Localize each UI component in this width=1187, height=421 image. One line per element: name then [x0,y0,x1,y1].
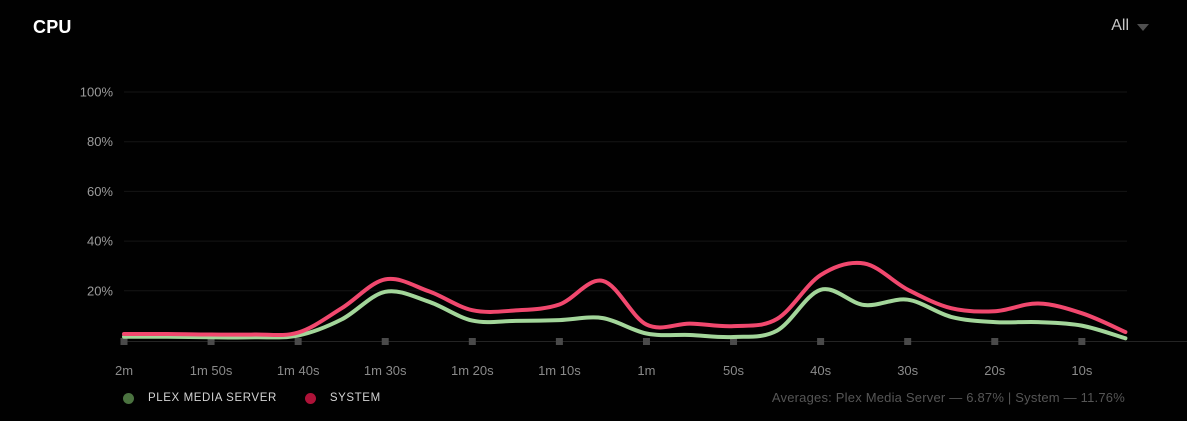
x-axis-tick [381,338,389,345]
source-filter-dropdown[interactable]: All [1111,17,1149,35]
x-axis-tick [642,338,650,345]
x-axis-tick [817,338,825,345]
chart-legend: PLEX MEDIA SERVER SYSTEM [123,391,381,405]
y-axis-label: 40% [87,234,113,249]
y-axis-label: 20% [87,283,113,298]
caret-down-icon [1137,23,1149,31]
legend-item-plex-media-server: PLEX MEDIA SERVER [123,392,277,404]
x-axis-tick [1078,338,1086,345]
system-series-line [122,260,1128,338]
x-axis-label: 20s [984,363,1005,378]
x-axis-tick [207,338,215,345]
system-dot-icon [304,392,316,404]
legend-label: SYSTEM [329,392,381,404]
y-axis-label: 100% [80,85,114,100]
x-axis-label: 2m [115,363,133,378]
y-axis-label: 60% [87,184,113,199]
x-axis-tick [904,338,912,345]
legend-item-system: SYSTEM [304,392,381,404]
x-axis-tick [294,338,302,345]
x-axis-label: 40s [810,363,831,378]
plex-media-server-dot-icon [123,392,134,404]
x-axis-tick [730,338,738,345]
x-axis-label: 1m 40s [277,363,320,378]
x-axis-tick [468,338,476,345]
source-filter-value[interactable]: All [1111,17,1129,34]
x-axis-label: 1m [637,363,655,378]
x-axis-label: 50s [723,363,744,378]
y-axis-label: 80% [87,134,113,149]
x-axis-tick [991,338,999,345]
x-axis-label: 1m 50s [190,363,233,378]
x-axis-label: 1m 30s [364,363,407,378]
x-axis-tick [555,338,563,345]
x-axis-label: 1m 20s [451,363,494,378]
x-axis-tick [120,338,128,345]
page-title: CPU [33,17,72,37]
x-axis-label: 30s [897,363,918,378]
plex-media-server-series-line [122,287,1128,341]
averages-text: Averages: Plex Media Server — 6.87% | Sy… [771,390,1125,405]
x-axis-label: 1m 10s [538,363,581,378]
legend-label: PLEX MEDIA SERVER [148,392,277,404]
x-axis-label: 10s [1071,363,1092,378]
